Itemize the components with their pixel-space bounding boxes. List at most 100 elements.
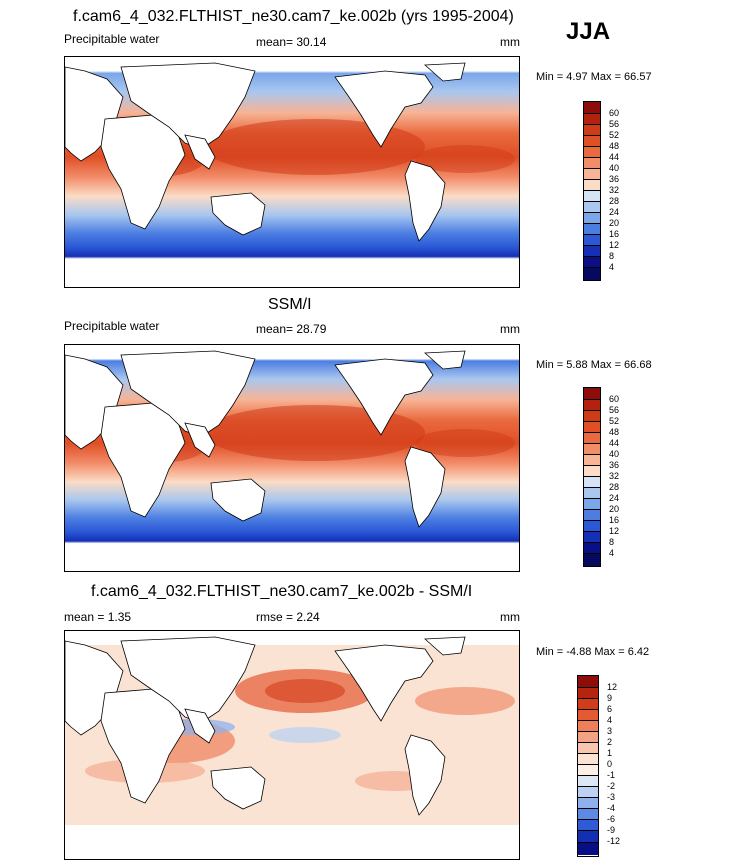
colorbar-swatch: [584, 411, 600, 422]
panel-3-mean: mean = 1.35: [64, 610, 132, 624]
colorbar-tick-label: 32: [609, 185, 620, 195]
colorbar-swatch: [584, 477, 600, 488]
colorbar-tick-label: -2: [607, 781, 616, 791]
colorbar-swatch: [584, 102, 600, 114]
colorbar-swatch: [584, 388, 600, 400]
colorbar-tick-label: 4: [607, 715, 613, 725]
colorbar-swatch: [584, 433, 600, 444]
colorbar-swatch: [578, 787, 598, 798]
panel-1-title: f.cam6_4_032.FLTHIST_ne30.cam7_ke.002b (…: [73, 8, 514, 25]
colorbar-swatch: [578, 809, 598, 820]
panel-1-units: mm: [500, 35, 520, 49]
colorbar-swatch: [584, 510, 600, 521]
colorbar-tick-label: 36: [609, 174, 620, 184]
colorbar-swatch: [578, 820, 598, 831]
colorbar-tick-label: 9: [607, 693, 613, 703]
colorbar-swatch: [584, 554, 600, 566]
colorbar-tick-label: 0: [607, 759, 613, 769]
colorbar-swatch: [584, 444, 600, 455]
colorbar-swatch: [578, 710, 598, 721]
colorbar-swatch: [584, 136, 600, 147]
colorbar-swatch: [584, 213, 600, 224]
colorbar-tick-label: 32: [609, 471, 620, 481]
colorbar-tick-label: 24: [609, 493, 620, 503]
colorbar-swatch: [584, 532, 600, 543]
panel-1-variable-label: Precipitable water: [64, 32, 160, 46]
colorbar-tick-label: 56: [609, 405, 620, 415]
panel-3-minmax: Min = -4.88 Max = 6.42: [536, 646, 650, 658]
colorbar-tick-label: 6: [607, 704, 613, 714]
colorbar-tick-label: 2: [607, 737, 613, 747]
colorbar-tick-label: 8: [609, 251, 615, 261]
colorbar-swatch: [584, 543, 600, 554]
colorbar-tick-label: 8: [609, 537, 615, 547]
colorbar-tick-label: 4: [609, 262, 615, 272]
panel-3-title: f.cam6_4_032.FLTHIST_ne30.cam7_ke.002b -…: [91, 583, 473, 600]
panel-3-units: mm: [500, 610, 520, 624]
colorbar-tick-label: -3: [607, 792, 616, 802]
colorbar-tick-label: 20: [609, 218, 620, 228]
colorbar-tick-label: 16: [609, 229, 620, 239]
colorbar-tick-label: 40: [609, 449, 620, 459]
colorbar-tick-label: 36: [609, 460, 620, 470]
colorbar-swatch: [584, 499, 600, 510]
colorbar-swatch: [584, 202, 600, 213]
panel-3-map: [64, 630, 520, 860]
panel-2-variable-label: Precipitable water: [64, 319, 160, 333]
colorbar-swatch: [584, 180, 600, 191]
colorbar-tick-label: 16: [609, 515, 620, 525]
colorbar-swatch: [578, 732, 598, 743]
colorbar-tick-label: 52: [609, 416, 620, 426]
panel-2-title: SSM/I: [268, 296, 312, 313]
colorbar-swatch: [578, 776, 598, 787]
colorbar-swatch: [584, 158, 600, 169]
panel-2-mean: mean= 28.79: [256, 322, 327, 336]
colorbar-tick-label: 40: [609, 163, 620, 173]
panel-2-map-canvas: [65, 345, 519, 571]
panel-1-map-canvas: [65, 57, 519, 287]
colorbar-swatch: [584, 114, 600, 125]
colorbar-tick-label: 60: [609, 108, 620, 118]
colorbar-swatch: [584, 488, 600, 499]
colorbar-swatch: [578, 754, 598, 765]
colorbar-swatch: [578, 765, 598, 776]
season-label: JJA: [566, 18, 611, 45]
colorbar-swatch: [584, 191, 600, 202]
colorbar-swatch: [584, 224, 600, 235]
colorbar-swatch: [578, 798, 598, 809]
panel-1-mean: mean= 30.14: [256, 35, 327, 49]
colorbar-swatch: [584, 521, 600, 532]
panel-1-map: [64, 56, 520, 288]
colorbar-tick-label: 44: [609, 152, 620, 162]
panel-3-rmse: rmse = 2.24: [256, 610, 320, 624]
colorbar-swatch: [584, 147, 600, 158]
colorbar-swatch: [584, 257, 600, 268]
colorbar-tick-label: 48: [609, 141, 620, 151]
colorbar-swatch: [578, 699, 598, 710]
panel-2-colorbar: [583, 387, 601, 567]
panel-3-colorbar-labels: 12 9 6 4 3 2 1 0 -1 -2 -3 -4 -6 -9 -12: [607, 675, 631, 857]
colorbar-tick-label: -9: [607, 825, 616, 835]
colorbar-tick-label: 28: [609, 196, 620, 206]
colorbar-tick-label: 12: [609, 240, 620, 250]
colorbar-tick-label: 4: [609, 548, 615, 558]
colorbar-tick-label: -4: [607, 803, 616, 813]
colorbar-swatch: [578, 743, 598, 754]
colorbar-tick-label: 44: [609, 438, 620, 448]
panel-3-map-canvas: [65, 631, 519, 859]
colorbar-swatch: [584, 455, 600, 466]
colorbar-swatch: [584, 400, 600, 411]
colorbar-swatch: [584, 422, 600, 433]
panel-2-colorbar-labels: 60 56 52 48 44 40 36 32 28 24 20 16 12 8…: [609, 387, 633, 567]
panel-1-minmax: Min = 4.97 Max = 66.57: [536, 71, 652, 83]
colorbar-tick-label: 28: [609, 482, 620, 492]
panel-2-units: mm: [500, 322, 520, 336]
colorbar-swatch: [584, 246, 600, 257]
panel-2-minmax: Min = 5.88 Max = 66.68: [536, 359, 652, 371]
colorbar-tick-label: 48: [609, 427, 620, 437]
colorbar-swatch: [584, 235, 600, 246]
colorbar-tick-label: 60: [609, 394, 620, 404]
colorbar-swatch: [578, 831, 598, 843]
colorbar-swatch: [578, 843, 598, 855]
colorbar-tick-label: -6: [607, 814, 616, 824]
